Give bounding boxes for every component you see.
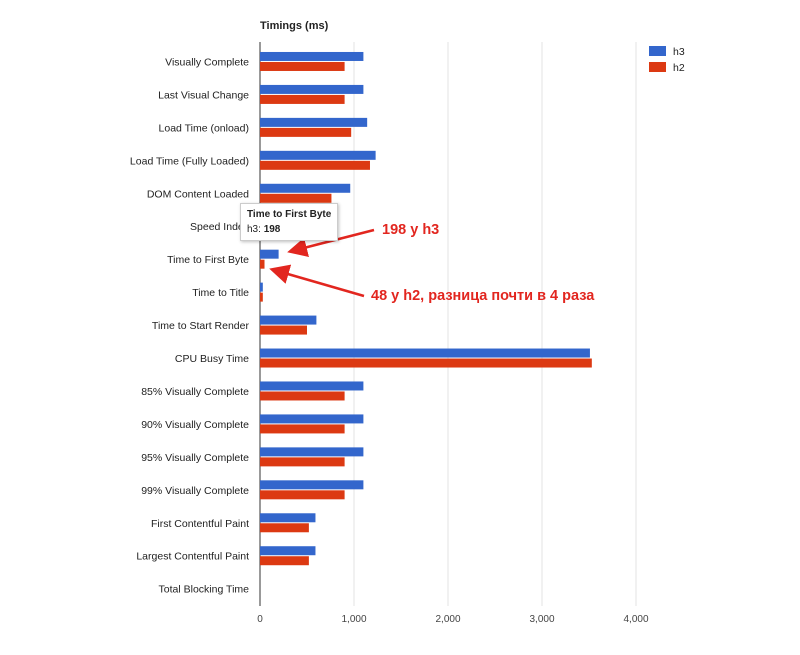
category-labels: Visually Complete Last Visual Change Load … (130, 56, 250, 595)
arrow-h2 (269, 264, 365, 298)
category-label: Largest Contentful Paint (136, 551, 249, 563)
x-axis-ticks: 0 1,000 2,000 3,000 4,000 (257, 614, 649, 625)
category-label: Visually Complete (165, 56, 249, 68)
bar-h2[interactable] (260, 160, 370, 170)
bar-h3[interactable] (260, 183, 351, 193)
category-label: 90% Visually Complete (141, 419, 249, 431)
grid (259, 42, 637, 606)
bar-h2[interactable] (260, 259, 265, 269)
bar-h3[interactable] (260, 51, 364, 61)
category-label: DOM Content Loaded (147, 188, 249, 200)
bar-h2[interactable] (260, 193, 332, 203)
category-label: Speed Index (190, 221, 250, 233)
bar-h2[interactable] (260, 424, 345, 434)
bar-h3[interactable] (260, 249, 279, 259)
bar-h3[interactable] (260, 546, 316, 556)
bar-h2[interactable] (260, 61, 345, 71)
bar-h3[interactable] (260, 381, 364, 391)
bar-h2[interactable] (260, 94, 345, 104)
category-label: CPU Busy Time (175, 353, 249, 365)
annotation-h3: 198 у h3 (382, 222, 440, 238)
bar-h3[interactable] (260, 513, 316, 523)
bar-h2[interactable] (260, 523, 309, 533)
legend-label-h2: h2 (673, 62, 685, 74)
legend-swatch-h2 (649, 62, 666, 72)
tooltip-row: h3: 198 (247, 224, 331, 235)
x-tick-label: 2,000 (435, 614, 460, 625)
legend-swatch-h3 (649, 46, 666, 56)
bar-h2[interactable] (260, 292, 263, 302)
category-label: Time to First Byte (167, 254, 249, 266)
tooltip: Time to First Byte h3: 198 (240, 203, 339, 241)
bar-h3[interactable] (260, 282, 263, 292)
bar-h2[interactable] (260, 490, 345, 500)
bar-h3[interactable] (260, 117, 368, 127)
category-label: Load Time (Fully Loaded) (130, 155, 249, 167)
bar-h2[interactable] (260, 391, 345, 401)
category-label: 99% Visually Complete (141, 485, 249, 497)
bar-h2[interactable] (260, 358, 592, 368)
bar-h2[interactable] (260, 127, 352, 137)
bar-h2[interactable] (260, 325, 307, 335)
bar-h2[interactable] (260, 457, 345, 467)
x-tick-label: 0 (257, 614, 263, 625)
tooltip-series-label: h3: (247, 224, 261, 235)
bar-h3[interactable] (260, 150, 376, 160)
bar-h2[interactable] (260, 556, 309, 566)
category-label: 85% Visually Complete (141, 386, 249, 398)
annotation-h2: 48 у h2, разница почти в 4 раза (371, 288, 595, 304)
category-label: Load Time (onload) (159, 122, 249, 134)
category-label: 95% Visually Complete (141, 452, 249, 464)
bar-h3[interactable] (260, 480, 364, 490)
bar-h3[interactable] (260, 414, 364, 424)
bar-h3[interactable] (260, 315, 317, 325)
category-label: First Contentful Paint (151, 518, 249, 530)
legend-label-h3: h3 (673, 46, 685, 58)
bar-h3[interactable] (260, 348, 590, 358)
bar-h3[interactable] (260, 84, 364, 94)
category-label: Time to Start Render (152, 320, 250, 332)
x-tick-label: 3,000 (529, 614, 554, 625)
tooltip-title: Time to First Byte (247, 209, 332, 220)
chart-title: Timings (ms) (260, 20, 329, 32)
category-label: Total Blocking Time (159, 584, 250, 596)
tooltip-value: 198 (263, 224, 281, 235)
bar-h3[interactable] (260, 447, 364, 457)
x-tick-label: 1,000 (341, 614, 366, 625)
category-label: Time to Title (192, 287, 249, 299)
category-label: Last Visual Change (158, 89, 249, 101)
bars (260, 51, 592, 566)
x-tick-label: 4,000 (623, 614, 648, 625)
